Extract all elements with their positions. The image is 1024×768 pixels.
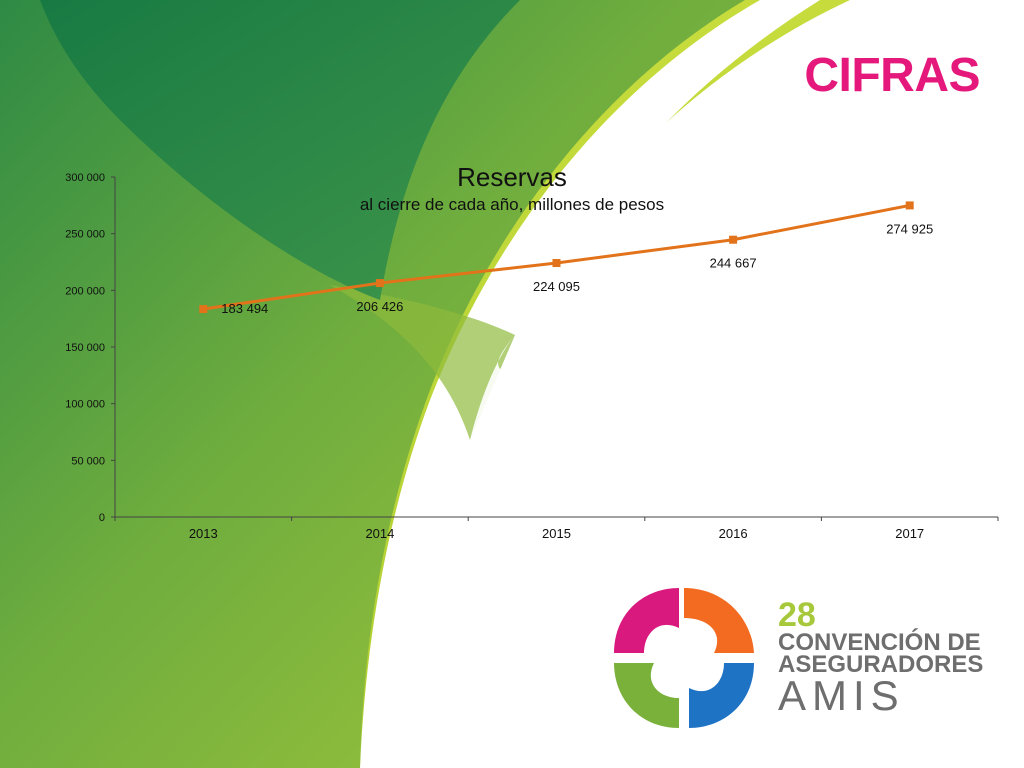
mid-fold [330,285,515,440]
chart-title: Reservas [457,162,567,192]
logo-petal-green [614,663,679,728]
logo-petal-orange [684,588,754,653]
data-point-marker [552,259,561,268]
dark-swoosh [40,0,520,300]
data-point-marker [905,201,914,210]
data-point-marker [199,305,208,314]
data-label: 224 095 [533,279,580,294]
data-label: 183 494 [221,301,268,316]
x-tick-label: 2013 [189,526,218,541]
y-tick-label: 300 000 [65,172,105,184]
slide-title: CIFRAS [804,49,980,102]
brand-line-aseguradores: ASEGURADORES [778,651,984,678]
brand-number: 28 [778,596,816,634]
data-label: 274 925 [886,221,933,236]
logo-petal-blue [689,663,754,728]
y-tick-label: 100 000 [65,399,105,411]
data-label: 206 426 [356,299,403,314]
y-tick-label: 50 000 [71,455,105,467]
y-tick-label: 0 [99,512,105,524]
brand-line-amis: AMIS [778,672,905,719]
brand-line-convencion: CONVENCIÓN DE [778,629,981,656]
white-tip [470,335,515,440]
logo-petal-pink [614,588,679,653]
chart-series: 183 494 206 426 224 095 244 667 274 925 [199,201,933,316]
chart-subtitle: al cierre de cada año, millones de pesos [360,195,664,214]
green-body [0,0,745,768]
x-tick-label: 2015 [542,526,571,541]
x-tick-label: 2017 [895,526,924,541]
data-label: 244 667 [710,256,757,271]
data-point-marker [375,279,384,288]
x-tick-label: 2016 [719,526,748,541]
pinwheel-logo-icon [614,588,754,728]
chart-axes: 0 50 000 100 000 150 000 200 000 250 000 300 0… [65,172,999,541]
y-tick-label: 200 000 [65,285,105,297]
x-tick-label: 2014 [365,526,394,541]
y-tick-label: 150 000 [65,342,105,354]
data-point-marker [729,235,738,244]
y-tick-label: 250 000 [65,229,105,241]
